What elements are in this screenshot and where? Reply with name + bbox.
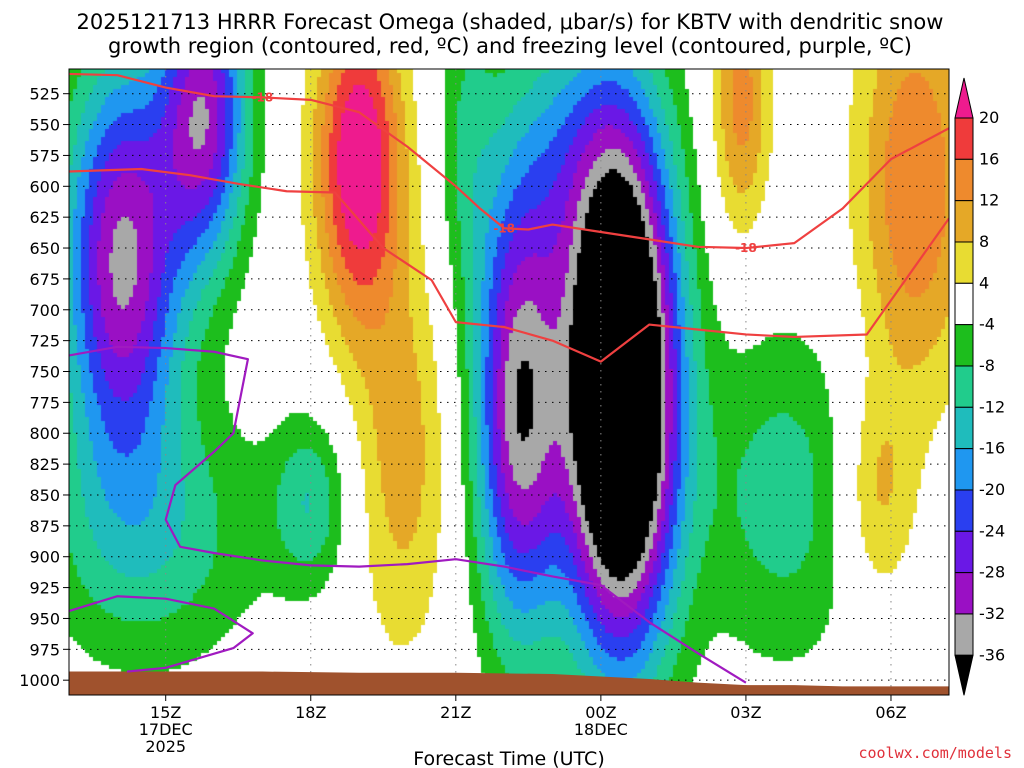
colorbar-tick-label: -28 [979, 563, 1005, 582]
colorbar-bottom-arrow [954, 654, 974, 696]
y-tick-label: 975 [29, 640, 60, 659]
x-tick-label: 18DEC [574, 720, 628, 739]
y-tick-label: 1000 [19, 671, 60, 690]
y-tick-label: 900 [29, 548, 60, 567]
colorbar-tick-label: -4 [979, 315, 995, 334]
colorbar-bin [954, 282, 974, 326]
y-tick-label: 575 [29, 146, 60, 165]
plot-frame [68, 68, 950, 696]
contour-0-line [69, 345, 747, 684]
colorbar: 20 16 12 8 4 -4 -8 -12 -16 -20 -24 -28 -32 -36 [954, 77, 1005, 696]
colorbar-tick-label: -20 [979, 480, 1005, 499]
plot-area: -18 -18 -18 [68, 68, 950, 696]
y-tick-label: 525 [29, 85, 60, 104]
y-tick-label: 550 [29, 116, 60, 135]
y-tick-label: 600 [29, 177, 60, 196]
colorbar-tick-label: -16 [979, 439, 1005, 458]
y-tick-label: 775 [29, 393, 60, 412]
y-tick-label: 925 [29, 579, 60, 598]
omega-heatmap [69, 69, 949, 695]
y-tick-label: 875 [29, 517, 60, 536]
x-axis-label: Forecast Time (UTC) [413, 748, 604, 768]
colorbar-bin [954, 448, 974, 491]
y-tick-label: 700 [29, 301, 60, 320]
y-tick-label: 675 [29, 270, 60, 289]
colorbar-bin [954, 489, 974, 532]
y-tick-label: 850 [29, 486, 60, 505]
x-tick-label: 06Z [875, 703, 906, 722]
contour-0-line [69, 595, 254, 673]
colorbar-tick-label: 20 [979, 108, 999, 127]
colorbar-tick-label: 4 [979, 273, 989, 292]
contour-label: -18 [252, 90, 274, 104]
colorbar-tick-label: -8 [979, 356, 995, 375]
y-tick-label: 825 [29, 455, 60, 474]
contour-minus18-line [69, 72, 949, 250]
title-line-1: 2025121713 HRRR Forecast Omega (shaded, … [77, 10, 944, 34]
colorbar-tick-label: 16 [979, 149, 999, 168]
y-tick-label: 625 [29, 208, 60, 227]
contour-minus12-line [69, 167, 949, 363]
y-tick-label: 950 [29, 609, 60, 628]
y-tick-label: 750 [29, 363, 60, 382]
y-tick-label: 800 [29, 424, 60, 443]
x-tick-label: 00Z [585, 703, 616, 722]
x-tick-label: 03Z [730, 703, 761, 722]
terrain-ground [69, 671, 949, 695]
contour-label: -18 [493, 221, 515, 235]
title-line-2: growth region (contoured, red, ºC) and f… [108, 34, 912, 58]
x-tick-label: 21Z [440, 703, 471, 722]
colorbar-tick-label: -32 [979, 604, 1005, 623]
colorbar-tick-label: -36 [979, 645, 1005, 664]
colorbar-bin [954, 200, 974, 243]
colorbar-bin [954, 530, 974, 574]
y-tick-label: 725 [29, 332, 60, 351]
contour-labels: -18 -18 -18 [252, 90, 757, 255]
colorbar-bin [954, 241, 974, 284]
colorbar-tick-label: 8 [979, 232, 989, 251]
colorbar-bin [954, 572, 974, 615]
colorbar-bin [954, 324, 974, 367]
x-tick-label: 17DEC [139, 720, 193, 739]
y-tick-label: 650 [29, 239, 60, 258]
credit-text: coolwx.com/models [858, 744, 1012, 762]
colorbar-tick-label: -24 [979, 521, 1005, 540]
x-tick-label: 18Z [295, 703, 326, 722]
y-axis: 525 550 575 600 625 650 675 700 725 750 775 800 825 8… [19, 85, 69, 690]
colorbar-top-arrow [954, 77, 974, 119]
colorbar-bin [954, 365, 974, 408]
contour-label: -18 [735, 241, 757, 255]
contour-lines [69, 72, 949, 695]
colorbar-tick-label: 12 [979, 191, 999, 210]
colorbar-bin [954, 158, 974, 202]
colorbar-bin [954, 613, 974, 656]
colorbar-bin [954, 117, 974, 160]
x-tick-label: 15Z [150, 703, 181, 722]
colorbar-bin [954, 406, 974, 450]
x-tick-label: 2025 [145, 737, 186, 756]
colorbar-tick-label: -12 [979, 397, 1005, 416]
